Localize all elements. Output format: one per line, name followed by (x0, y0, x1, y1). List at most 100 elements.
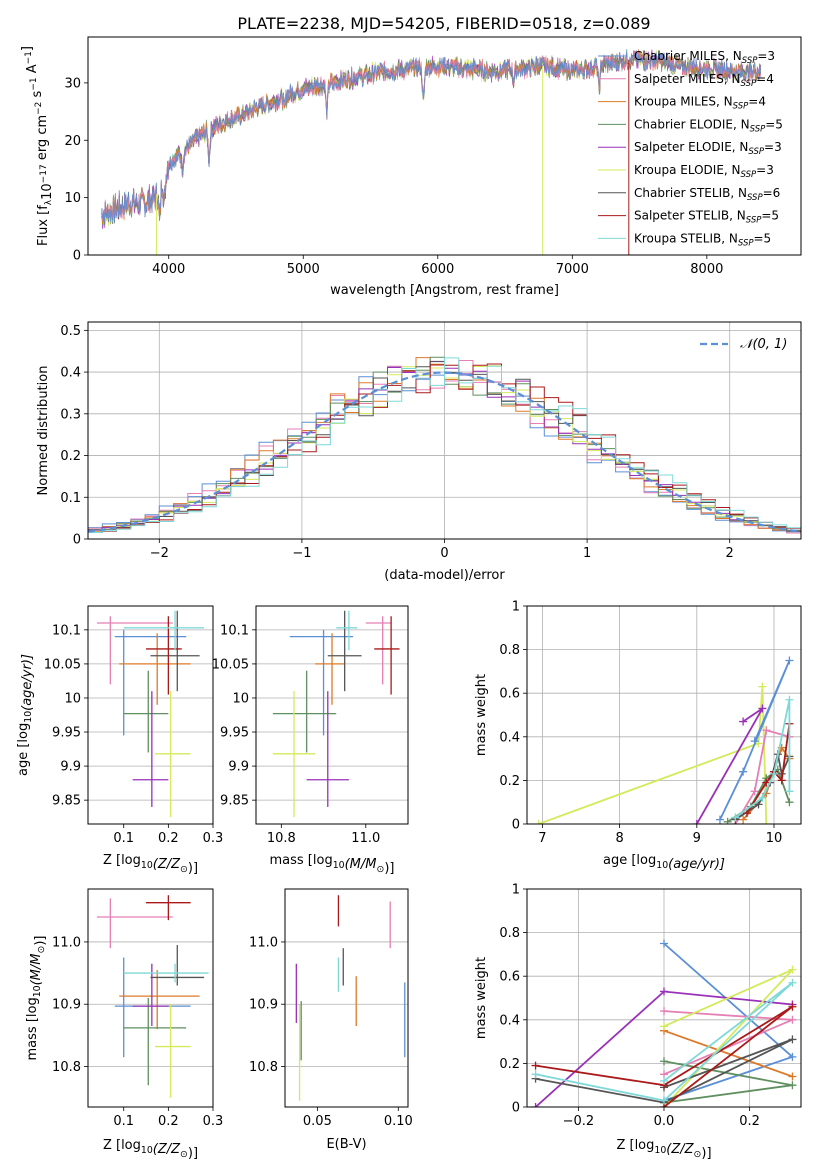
legend-entry-value: =3 (764, 140, 782, 154)
weight-line-salpeter_stelib (535, 1005, 793, 1107)
legend-entry-value: =4 (748, 95, 766, 109)
spectrum-line-chabrier_miles (101, 49, 761, 224)
weight-marker-chabrier_stelib (788, 1035, 797, 1044)
y-axis-label-part: −1 (29, 77, 39, 90)
weight-marker-salpeter_elodie (692, 820, 701, 824)
weight-marker-salpeter_elodie (531, 1103, 540, 1107)
legend-entry-value: =5 (765, 117, 783, 131)
y-axis-label-part: ] (20, 46, 35, 51)
y-tick-label: 10.9 (52, 998, 81, 1013)
mass-vs-metallicity-panel: 0.1 0.2 0.310.810.911.0Z [log10(Z/Z⊙)]mass… (25, 888, 224, 1161)
x-axis-label-part: 10 (656, 860, 668, 871)
legend-entry-sub: SSP (733, 102, 749, 112)
x-tick-label: 7 (538, 831, 546, 846)
legend-entry: Kroupa ELODIE, NSSP=3 (634, 163, 774, 180)
x-axis-label-part: (M/M (345, 857, 377, 872)
weight-marker-chabrier_elodie (660, 1057, 668, 1066)
weight-marker-kroupa_stelib (731, 813, 740, 822)
legend-entry: Chabrier STELIB, NSSP=6 (634, 186, 780, 203)
normal-reference-curve (88, 371, 801, 533)
legend-entry: 𝒩(0, 1) (740, 337, 787, 352)
y-axis-label: Flux [fλ10−17 erg cm−2 s−1 A−1] (20, 46, 55, 246)
legend-entry-label: Kroupa MILES, N (634, 95, 733, 109)
y-axis-label-part: −2 (34, 102, 44, 115)
legend-entry-sub: SSP (747, 193, 763, 203)
legend-entry-sub: SSP (750, 124, 766, 134)
y-axis-label: mass [log10(M/M⊙)] (25, 936, 48, 1061)
grid (88, 629, 213, 801)
y-axis-label-part: (age/yr)] (20, 654, 35, 711)
y-tick-label: 20 (64, 134, 81, 149)
y-tick-label: 0.2 (60, 449, 81, 464)
y-tick-label: 0 (73, 249, 81, 264)
legend-entry: Kroupa STELIB, NSSP=5 (634, 231, 771, 248)
y-tick-label: 0.8 (499, 926, 520, 941)
y-tick-label: 0 (73, 533, 81, 548)
weight-marker-chabrier_miles (750, 737, 759, 746)
x-tick-label: 0.2 (158, 831, 179, 846)
x-axis-label: (data-model)/error (384, 568, 505, 583)
weight-marker-kroupa_elodie (534, 820, 543, 824)
y-tick-label: 10.1 (52, 623, 81, 638)
y-axis-label-part: s (30, 90, 45, 101)
x-tick-label: 4000 (152, 262, 185, 277)
legend-entry-value: =3 (757, 49, 775, 63)
y-tick-label: 9.9 (228, 760, 249, 775)
x-axis-label-part: Z [log (616, 1138, 654, 1153)
x-axis-label-part: ⊙ (376, 864, 384, 875)
y-tick-label: 0.2 (499, 774, 520, 789)
x-axis-label-part: (Z/Z (153, 1142, 181, 1157)
x-axis-label-part: Z [log (103, 1138, 141, 1153)
weight-marker-salpeter_stelib (742, 809, 751, 818)
x-axis-label: wavelength [Angstrom, rest frame] (330, 283, 559, 298)
plot-area (96, 610, 205, 818)
y-axis-label-part: 10 (40, 183, 55, 200)
legend-entry-sub: SSP (741, 170, 757, 180)
legend-entry-sub: SSP (746, 216, 762, 226)
legend-entry-label: Kroupa ELODIE, N (634, 163, 741, 177)
x-tick-label: −1 (292, 546, 311, 561)
legend-entry-value: =5 (754, 231, 772, 245)
x-axis-label-part: mass [log (270, 853, 333, 868)
weight-marker-kroupa_stelib (788, 978, 797, 987)
axes-frame (526, 605, 802, 825)
x-axis-label-part: (Z/Z (666, 1142, 694, 1157)
y-tick-label: 10.8 (52, 1060, 81, 1075)
x-tick-label: 0.05 (303, 1114, 332, 1129)
x-tick-label: 7000 (556, 262, 589, 277)
legend-entry-sub: SSP (741, 79, 757, 89)
y-tick-label: 0.5 (60, 324, 81, 339)
weight-marker-salpeter_elodie (739, 717, 748, 726)
weight-marker-kroupa_stelib (660, 1076, 668, 1085)
legend-entry-value: =5 (761, 209, 779, 223)
weight-marker-salpeter_stelib (777, 776, 786, 785)
x-axis-label-part: )] (188, 861, 198, 876)
weight-marker-salpeter_miles (750, 787, 759, 796)
x-axis-label-part: (Z/Z (153, 857, 181, 872)
y-tick-label: 9.95 (52, 726, 81, 741)
weight-marker-kroupa_miles (739, 815, 748, 824)
y-tick-label: 10.05 (212, 657, 249, 672)
mass-vs-ebv-panel: 0.05 0.10 10.8 10.9 11.0 E(B-V) (249, 888, 413, 1152)
y-axis-label-part: A (25, 64, 40, 77)
x-tick-label: 2 (726, 546, 734, 561)
x-tick-label: 0.3 (203, 831, 224, 846)
x-axis-label: Z [log10(Z/Z⊙)] (103, 853, 198, 876)
x-axis-label-part: 10 (141, 860, 153, 871)
plot-area (534, 656, 794, 824)
legend-entry-sub: SSP (742, 56, 758, 66)
x-tick-label: 0.10 (384, 1114, 413, 1129)
y-axis-label-part: (M/M (29, 954, 44, 986)
weight-marker-salpeter_miles (788, 1015, 797, 1024)
axes-frame (87, 888, 214, 1108)
y-tick-label: 0 (512, 818, 520, 833)
y-axis-label-part: mass [log (25, 997, 40, 1060)
legend-entry: Chabrier MILES, NSSP=3 (634, 49, 775, 66)
weight-marker-salpeter_stelib (531, 1061, 540, 1070)
x-tick-label: 0.3 (203, 1114, 224, 1129)
axes-frame (284, 888, 409, 1108)
y-tick-label: 0.6 (499, 970, 520, 985)
y-tick-label: 9.85 (52, 794, 81, 809)
